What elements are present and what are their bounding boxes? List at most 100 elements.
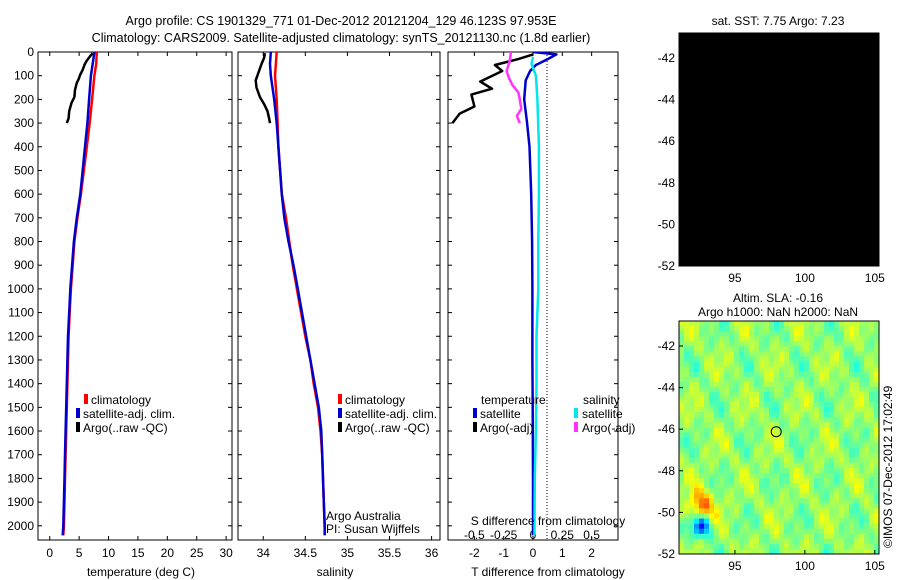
difference-legend: temperature salinity satellite Argo(-adj… — [473, 393, 635, 435]
heatmap-cell — [829, 53, 835, 59]
heatmap-cell — [769, 149, 775, 156]
heatmap-cell — [744, 528, 750, 535]
heatmap-cell — [804, 93, 810, 100]
heatmap-cell — [739, 457, 745, 464]
heatmap-cell — [784, 230, 790, 237]
heatmap-cell — [799, 346, 805, 352]
heatmap-cell — [819, 538, 825, 545]
heatmap-cell — [739, 422, 745, 428]
heatmap-cell — [854, 114, 860, 120]
heatmap-cell — [799, 139, 805, 146]
heatmap-cell — [794, 48, 800, 54]
heatmap-cell — [844, 407, 850, 413]
heatmap-cell — [739, 472, 745, 479]
heatmap-cell — [689, 119, 695, 125]
heatmap-cell — [709, 543, 715, 550]
heatmap-cell — [709, 336, 715, 342]
heatmap-cell — [859, 462, 865, 469]
heatmap-cell — [824, 371, 830, 378]
heatmap-cell — [839, 462, 845, 469]
heatmap-cell — [859, 467, 865, 474]
heatmap-cell — [804, 139, 810, 146]
heatmap-cell — [729, 103, 735, 110]
heatmap-cell — [709, 331, 715, 337]
heatmap-cell — [724, 381, 730, 388]
heatmap-cell — [739, 184, 745, 191]
heatmap-cell — [724, 488, 730, 494]
heatmap-cell — [824, 38, 830, 44]
heatmap-cell — [754, 321, 760, 327]
heatmap-cell — [774, 129, 780, 135]
heatmap-cell — [724, 412, 730, 418]
heatmap-cell — [764, 543, 770, 550]
heatmap-cell — [689, 139, 695, 146]
heatmap-cell — [874, 326, 879, 332]
heatmap-cell — [869, 508, 875, 515]
heatmap-cell — [774, 498, 780, 504]
heatmap-cell — [729, 38, 735, 44]
heatmap-cell — [849, 83, 855, 90]
heatmap-cell — [694, 58, 700, 64]
heatmap-cell — [799, 63, 805, 70]
heatmap-cell — [874, 457, 879, 464]
heatmap-cell — [754, 58, 760, 64]
heatmap-cell — [784, 215, 790, 222]
heatmap-cell — [814, 53, 820, 59]
heatmap-cell — [729, 255, 735, 262]
heatmap-cell — [814, 195, 820, 201]
heatmap-cell — [874, 139, 879, 146]
heatmap-cell — [814, 543, 820, 550]
heatmap-cell — [694, 381, 700, 388]
heatmap-cell — [844, 518, 850, 525]
heatmap-cell — [794, 351, 800, 358]
heatmap-cell — [714, 174, 720, 181]
heatmap-cell — [714, 149, 720, 156]
heatmap-cell — [864, 240, 870, 247]
heatmap-cell — [759, 179, 765, 186]
heatmap-cell — [829, 38, 835, 44]
heatmap-cell — [704, 83, 710, 90]
heatmap-cell — [719, 518, 725, 525]
heatmap-cell — [774, 98, 780, 105]
heatmap-cell — [779, 108, 785, 115]
heatmap-cell — [864, 144, 870, 151]
heatmap-cell — [734, 255, 740, 262]
heatmap-cell — [804, 169, 810, 176]
heatmap-cell — [864, 478, 870, 484]
heatmap-cell — [834, 412, 840, 418]
heatmap-cell — [874, 58, 879, 64]
heatmap-cell — [759, 452, 765, 459]
heatmap-cell — [869, 331, 875, 337]
heatmap-cell — [809, 462, 815, 469]
heatmap-cell — [794, 478, 800, 484]
heatmap-cell — [789, 68, 795, 75]
heatmap-cell — [874, 205, 879, 211]
heatmap-cell — [714, 98, 720, 105]
heatmap-cell — [759, 78, 765, 85]
heatmap-cell — [734, 169, 740, 176]
heatmap-cell — [864, 149, 870, 156]
heatmap-cell — [699, 427, 705, 434]
heatmap-cell — [819, 134, 825, 140]
heatmap-cell — [744, 467, 750, 474]
heatmap-cell — [719, 53, 725, 59]
heatmap-cell — [729, 169, 735, 176]
lat-tick-label: -46 — [658, 134, 676, 148]
heatmap-cell — [699, 159, 705, 166]
heatmap-cell — [859, 184, 865, 191]
heatmap-cell — [729, 478, 735, 484]
heatmap-cell — [869, 63, 875, 70]
heatmap-cell — [709, 149, 715, 156]
heatmap-cell — [689, 63, 695, 70]
heatmap-cell — [849, 467, 855, 474]
heatmap-cell — [699, 376, 705, 383]
heatmap-cell — [874, 488, 879, 494]
depth-tick-label: 1200 — [7, 329, 34, 343]
heatmap-cell — [809, 119, 815, 125]
heatmap-cell — [819, 144, 825, 151]
heatmap-cell — [849, 513, 855, 520]
heatmap-cell — [704, 53, 710, 59]
heatmap-cell — [799, 210, 805, 216]
heatmap-cell — [794, 472, 800, 479]
heatmap-cell — [799, 129, 805, 135]
